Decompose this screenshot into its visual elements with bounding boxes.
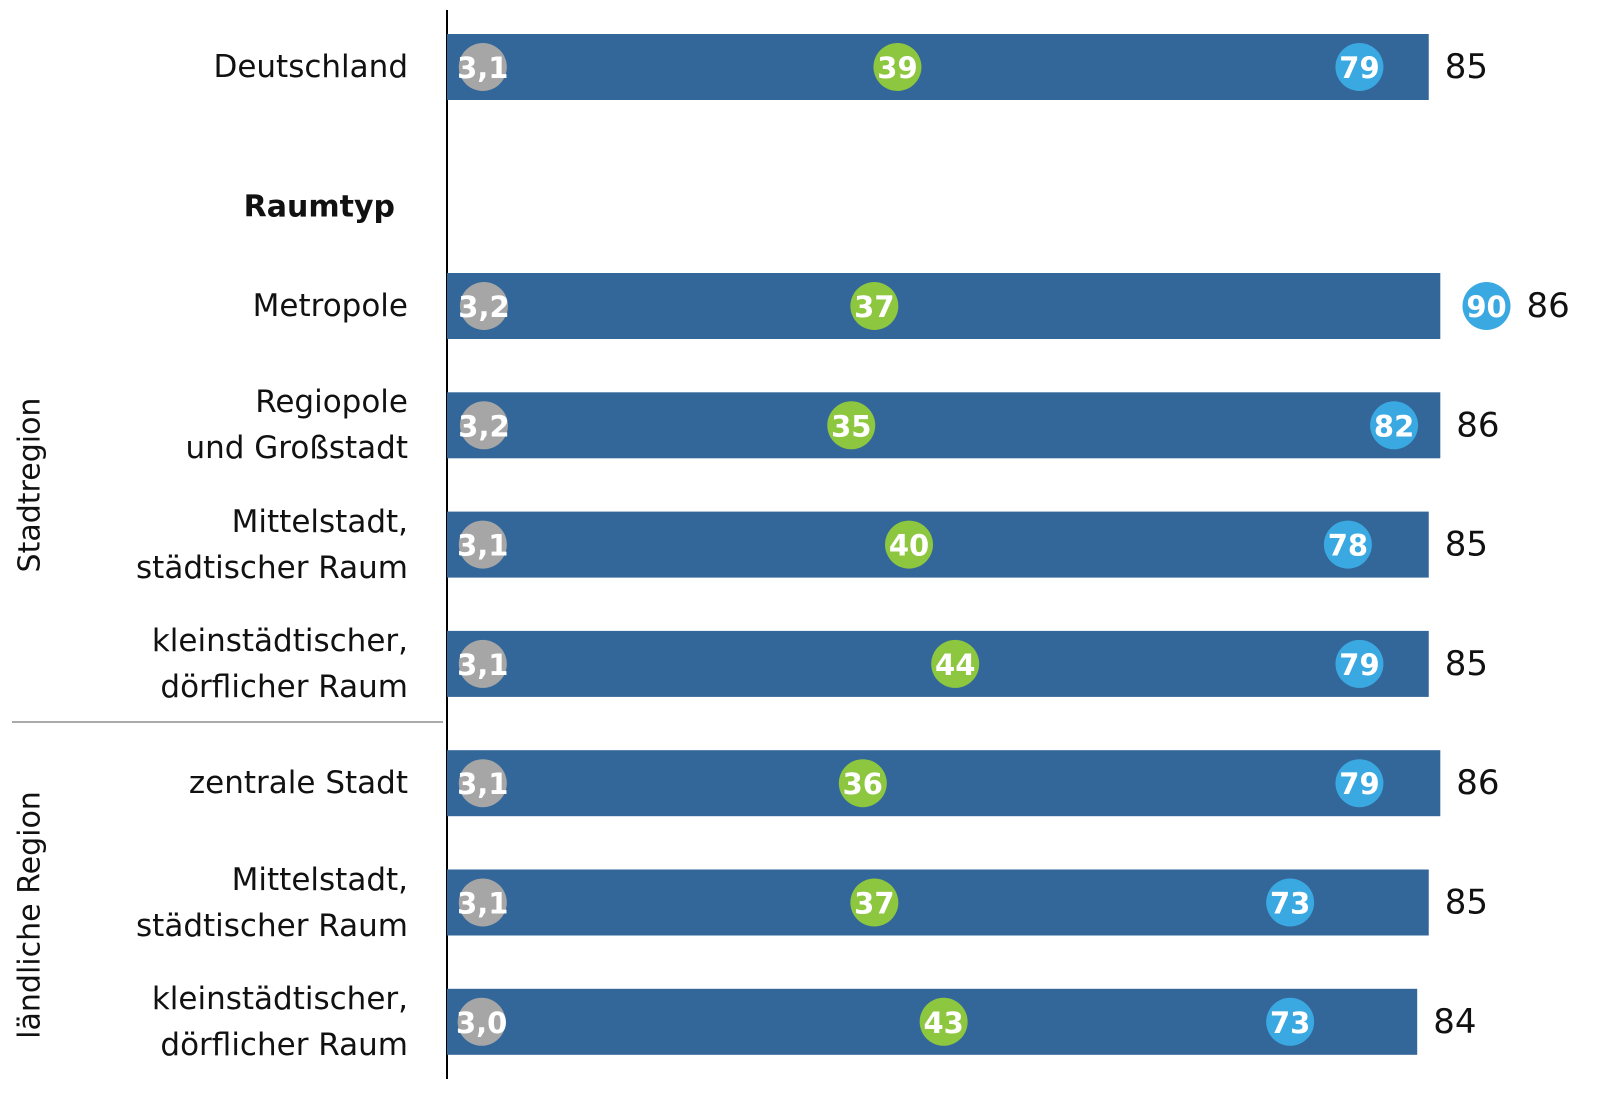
dot-label: 73 bbox=[1270, 887, 1310, 921]
dot bbox=[838, 759, 887, 808]
dot-label: 3,1 bbox=[457, 887, 508, 921]
dot-label: 79 bbox=[1339, 648, 1379, 682]
dot-label: 73 bbox=[1270, 1006, 1310, 1040]
total-label: 86 bbox=[1456, 405, 1499, 445]
dot bbox=[458, 43, 507, 91]
category-label: Mittelstadt, städtischer Raum bbox=[136, 861, 408, 944]
dot bbox=[1462, 282, 1511, 330]
dot-label: 3,0 bbox=[456, 1006, 507, 1040]
dot bbox=[459, 282, 508, 330]
dot-label: 79 bbox=[1339, 51, 1379, 85]
total-label: 85 bbox=[1445, 47, 1488, 87]
dot-label: 40 bbox=[889, 529, 929, 563]
dot-label: 43 bbox=[923, 1006, 963, 1040]
dot bbox=[1266, 878, 1315, 927]
total-label: 86 bbox=[1456, 763, 1499, 803]
dot-label: 90 bbox=[1466, 290, 1506, 324]
dot-label: 36 bbox=[843, 767, 883, 801]
dot bbox=[1323, 520, 1372, 569]
dot-label: 3,2 bbox=[458, 290, 509, 324]
dot bbox=[850, 878, 899, 927]
bar bbox=[447, 392, 1441, 459]
dot-label: 3,2 bbox=[458, 409, 509, 443]
section-heading: Raumtyp bbox=[243, 189, 395, 225]
dot bbox=[1335, 639, 1384, 688]
dot bbox=[873, 43, 922, 91]
dot-label: 82 bbox=[1374, 409, 1414, 443]
category-label: Regiopole und Großstadt bbox=[185, 384, 408, 467]
dot bbox=[458, 759, 507, 808]
bar bbox=[447, 869, 1429, 936]
bar bbox=[447, 511, 1429, 578]
dot bbox=[458, 639, 507, 688]
dot-label: 35 bbox=[831, 409, 871, 443]
dot bbox=[1335, 43, 1384, 91]
bar bbox=[447, 273, 1441, 339]
total-label: 85 bbox=[1445, 644, 1488, 684]
category-label: zentrale Stadt bbox=[188, 765, 408, 802]
category-label: Metropole bbox=[252, 288, 408, 324]
dot-label: 37 bbox=[854, 290, 894, 324]
bar bbox=[447, 34, 1429, 100]
dot bbox=[459, 401, 508, 450]
dot bbox=[827, 401, 876, 450]
dot-label: 79 bbox=[1339, 767, 1379, 801]
category-label: Mittelstadt, städtischer Raum bbox=[136, 503, 408, 586]
dot-label: 3,1 bbox=[457, 648, 508, 682]
dot-label: 44 bbox=[935, 648, 975, 682]
dot bbox=[458, 520, 507, 569]
dot-label: 3,1 bbox=[457, 51, 508, 85]
dot-label: 3,1 bbox=[457, 767, 508, 801]
dot bbox=[457, 997, 506, 1046]
dot bbox=[850, 282, 899, 330]
total-label: 85 bbox=[1445, 883, 1488, 923]
group-label: Stadtregion bbox=[12, 397, 48, 573]
category-label: kleinstädtischer, dörflicher Raum bbox=[151, 622, 408, 705]
dot-label: 3,1 bbox=[457, 529, 508, 563]
dot bbox=[885, 520, 933, 569]
dot-label: 78 bbox=[1328, 529, 1368, 563]
bar bbox=[447, 750, 1441, 817]
category-label: Deutschland bbox=[213, 49, 408, 85]
dot bbox=[919, 997, 968, 1046]
total-label: 84 bbox=[1433, 1002, 1476, 1042]
dot bbox=[931, 639, 980, 688]
total-label: 85 bbox=[1445, 525, 1488, 565]
dot bbox=[1370, 401, 1419, 450]
dot-label: 39 bbox=[877, 51, 917, 85]
dot bbox=[1266, 997, 1315, 1046]
dot bbox=[1335, 759, 1384, 808]
category-label: kleinstädtischer, dörflicher Raum bbox=[151, 980, 408, 1063]
dot bbox=[458, 878, 507, 927]
total-label: 86 bbox=[1527, 286, 1570, 326]
group-label: ländliche Region bbox=[12, 791, 48, 1039]
dot-label: 37 bbox=[854, 887, 894, 921]
